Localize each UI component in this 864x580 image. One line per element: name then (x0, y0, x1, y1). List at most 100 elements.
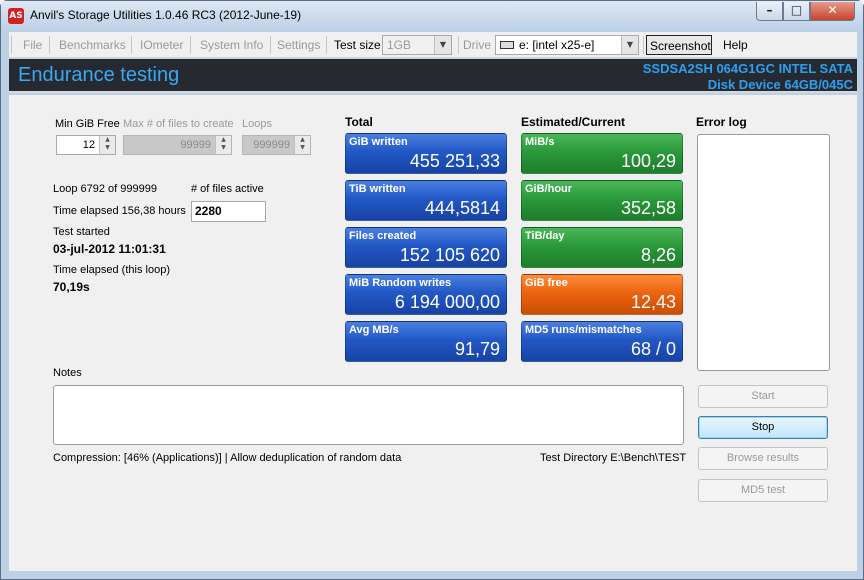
menu-system-info[interactable]: System Info (200, 38, 264, 52)
loops-label: Loops (242, 118, 272, 130)
browse-results-button[interactable]: Browse results (698, 447, 828, 470)
test-size-select[interactable]: 1GB ▼ (382, 35, 452, 55)
tile-label: MiB/s (525, 136, 555, 148)
spin-arrows-icon[interactable]: ▲ ▼ (215, 136, 231, 154)
test-size-label: Test size (334, 38, 381, 52)
minimize-button[interactable]: – (756, 2, 783, 21)
estimated-header: Estimated/Current (521, 115, 626, 129)
stop-button[interactable]: Stop (698, 416, 828, 439)
loop-counter: Loop 6792 of 999999 (53, 183, 157, 195)
max-files-value: 99999 (180, 139, 211, 151)
tile-value: 91,79 (454, 339, 500, 359)
drive-select[interactable]: e: [intel x25-e] ▼ (495, 35, 639, 55)
tile-gib-free: GiB free 12,43 (521, 274, 683, 315)
tile-avg-mbs: Avg MB/s 91,79 (345, 321, 507, 362)
tile-value: 8,26 (640, 245, 676, 265)
drive-value: e: [intel x25-e] (519, 38, 595, 52)
menu-separator (190, 36, 191, 54)
max-files-label: Max # of files to create (123, 118, 234, 130)
main-panel: Min GiB Free 12 ▲ ▼ Max # of files to cre… (9, 95, 857, 571)
tile-gib-written: GiB written 455 251,33 (345, 133, 507, 174)
time-elapsed: Time elapsed 156,38 hours (53, 205, 186, 217)
menu-separator (11, 36, 12, 54)
maximize-button[interactable]: □ (783, 2, 810, 21)
disk-description: Disk Device 64GB/045C (707, 77, 853, 92)
tile-value: 352,58 (620, 198, 676, 218)
tile-label: MiB Random writes (349, 277, 452, 289)
chevron-down-icon: ▼ (621, 36, 638, 54)
tile-tib-written: TiB written 444,5814 (345, 180, 507, 221)
drive-icon (500, 41, 514, 49)
menu-separator (49, 36, 50, 54)
min-gib-free-stepper[interactable]: 12 ▲ ▼ (56, 135, 116, 155)
tile-value: 68 / 0 (630, 339, 676, 359)
tile-label: Files created (349, 230, 417, 242)
tile-gib-hour: GiB/hour 352,58 (521, 180, 683, 221)
menu-bar: File Benchmarks IOmeter System Info Sett… (9, 32, 857, 58)
menu-benchmarks[interactable]: Benchmarks (59, 38, 126, 52)
test-directory: Test Directory E:\Bench\TEST (540, 452, 687, 464)
drive-label: Drive (463, 38, 492, 52)
screenshot-button[interactable]: Screenshot (646, 35, 712, 55)
tile-label: Avg MB/s (349, 324, 399, 336)
error-log-box[interactable] (697, 134, 830, 371)
tile-value: 152 105 620 (399, 245, 500, 265)
tile-value: 455 251,33 (409, 151, 500, 171)
window-title: Anvil's Storage Utilities 1.0.46 RC3 (20… (30, 8, 302, 22)
tile-mibs: MiB/s 100,29 (521, 133, 683, 174)
tile-value: 6 194 000,00 (394, 292, 500, 312)
tile-label: GiB written (349, 136, 408, 148)
tile-label: GiB free (525, 277, 568, 289)
test-started-value: 03-jul-2012 11:01:31 (53, 242, 166, 256)
tile-value: 100,29 (620, 151, 676, 171)
tile-value: 444,5814 (424, 198, 500, 218)
max-files-stepper[interactable]: 99999 ▲ ▼ (123, 135, 232, 155)
chevron-down-icon: ▼ (434, 36, 451, 54)
error-log-header: Error log (696, 115, 747, 129)
loops-stepper[interactable]: 999999 ▲ ▼ (242, 135, 311, 155)
tile-label: TiB written (349, 183, 406, 195)
app-icon: AS (8, 8, 24, 24)
screenshot-label: Screenshot (650, 39, 711, 53)
notes-field[interactable] (53, 385, 684, 445)
start-button[interactable]: Start (698, 385, 828, 408)
notes-label: Notes (53, 367, 82, 379)
menu-iometer[interactable]: IOmeter (140, 38, 184, 52)
test-started-label: Test started (53, 226, 110, 238)
tile-mib-random-writes: MiB Random writes 6 194 000,00 (345, 274, 507, 315)
tile-md5-runs: MD5 runs/mismatches 68 / 0 (521, 321, 683, 362)
close-button[interactable]: ✕ (810, 2, 855, 21)
time-loop-value: 70,19s (53, 280, 90, 294)
spin-arrows-icon[interactable]: ▲ ▼ (294, 136, 310, 154)
title-bar[interactable]: AS Anvil's Storage Utilities 1.0.46 RC3 … (1, 1, 863, 31)
tile-value: 12,43 (630, 292, 676, 312)
menu-separator (131, 36, 132, 54)
compression-info: Compression: [46% (Applications)] | Allo… (53, 452, 402, 464)
total-header: Total (345, 115, 373, 129)
menu-file[interactable]: File (23, 38, 43, 52)
menu-help[interactable]: Help (723, 38, 748, 52)
disk-model: SSDSA2SH 064G1GC INTEL SATA (642, 61, 853, 76)
spin-arrows-icon[interactable]: ▲ ▼ (99, 136, 115, 154)
min-gib-free-label: Min GiB Free (55, 118, 120, 130)
tile-files-created: Files created 152 105 620 (345, 227, 507, 268)
page-title: Endurance testing (18, 64, 180, 86)
md5-test-button[interactable]: MD5 test (698, 479, 828, 502)
menu-separator (270, 36, 271, 54)
menu-settings[interactable]: Settings (277, 38, 321, 52)
section-banner: Endurance testing SSDSA2SH 064G1GC INTEL… (9, 59, 857, 93)
menu-separator (643, 36, 644, 54)
loops-value: 999999 (253, 139, 290, 151)
tile-label: TiB/day (525, 230, 565, 242)
tile-tib-day: TiB/day 8,26 (521, 227, 683, 268)
files-active-label: # of files active (191, 183, 264, 195)
test-size-value: 1GB (387, 38, 412, 52)
time-loop-label: Time elapsed (this loop) (53, 264, 170, 276)
tile-label: MD5 runs/mismatches (525, 324, 642, 336)
files-active-field[interactable]: 2280 (191, 201, 266, 222)
tile-label: GiB/hour (525, 183, 573, 195)
menu-separator (458, 36, 459, 54)
menu-separator (326, 36, 327, 54)
min-gib-free-value: 12 (82, 139, 95, 151)
